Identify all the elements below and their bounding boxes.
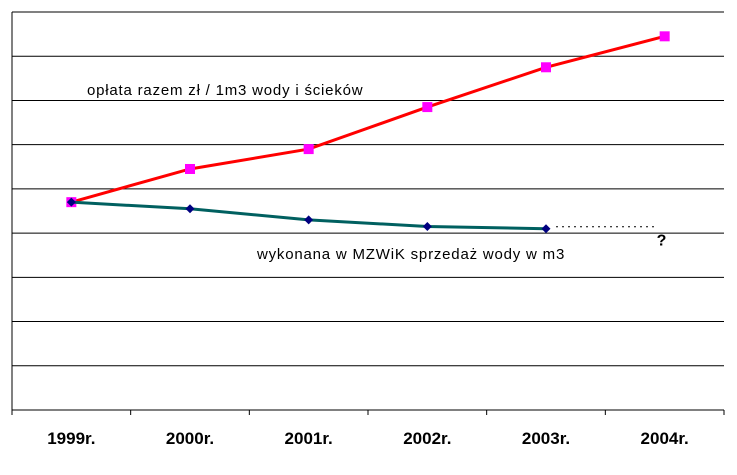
x-tick-label: 2002r. [403, 429, 451, 448]
axes: 1999r. 2000r. 2001r. 2002r. 2003r. 2004r. [11, 12, 725, 448]
data-point-square [541, 62, 551, 73]
data-point-square [659, 31, 670, 42]
data-point-square [303, 144, 314, 155]
series-line-1 [70, 34, 666, 204]
gridlines [12, 11, 724, 367]
labels: ? opłata razem zł / 1m3 wody i ścieków wyk… [87, 82, 666, 263]
data-point-diamond [66, 197, 76, 207]
x-tick-label: 2004r. [641, 429, 689, 448]
data-point-diamond [185, 204, 195, 214]
series [66, 31, 670, 234]
x-tick-label: 2001r. [285, 429, 333, 448]
data-point-diamond [304, 215, 314, 225]
x-tick-label: 2000r. [166, 429, 214, 448]
data-point-square [185, 163, 195, 174]
series-label-2: wykonana w MZWiK sprzedaż wody w m3 [256, 246, 565, 263]
data-point-diamond [422, 221, 432, 231]
data-point-diamond [541, 224, 551, 234]
x-tick-label: 1999r. [47, 429, 95, 448]
x-tick-label: 2003r. [522, 429, 570, 448]
series-label-1: opłata razem zł / 1m3 wody i ścieków [87, 82, 363, 99]
data-point-square [422, 102, 433, 113]
projection-label: ? [657, 233, 667, 250]
